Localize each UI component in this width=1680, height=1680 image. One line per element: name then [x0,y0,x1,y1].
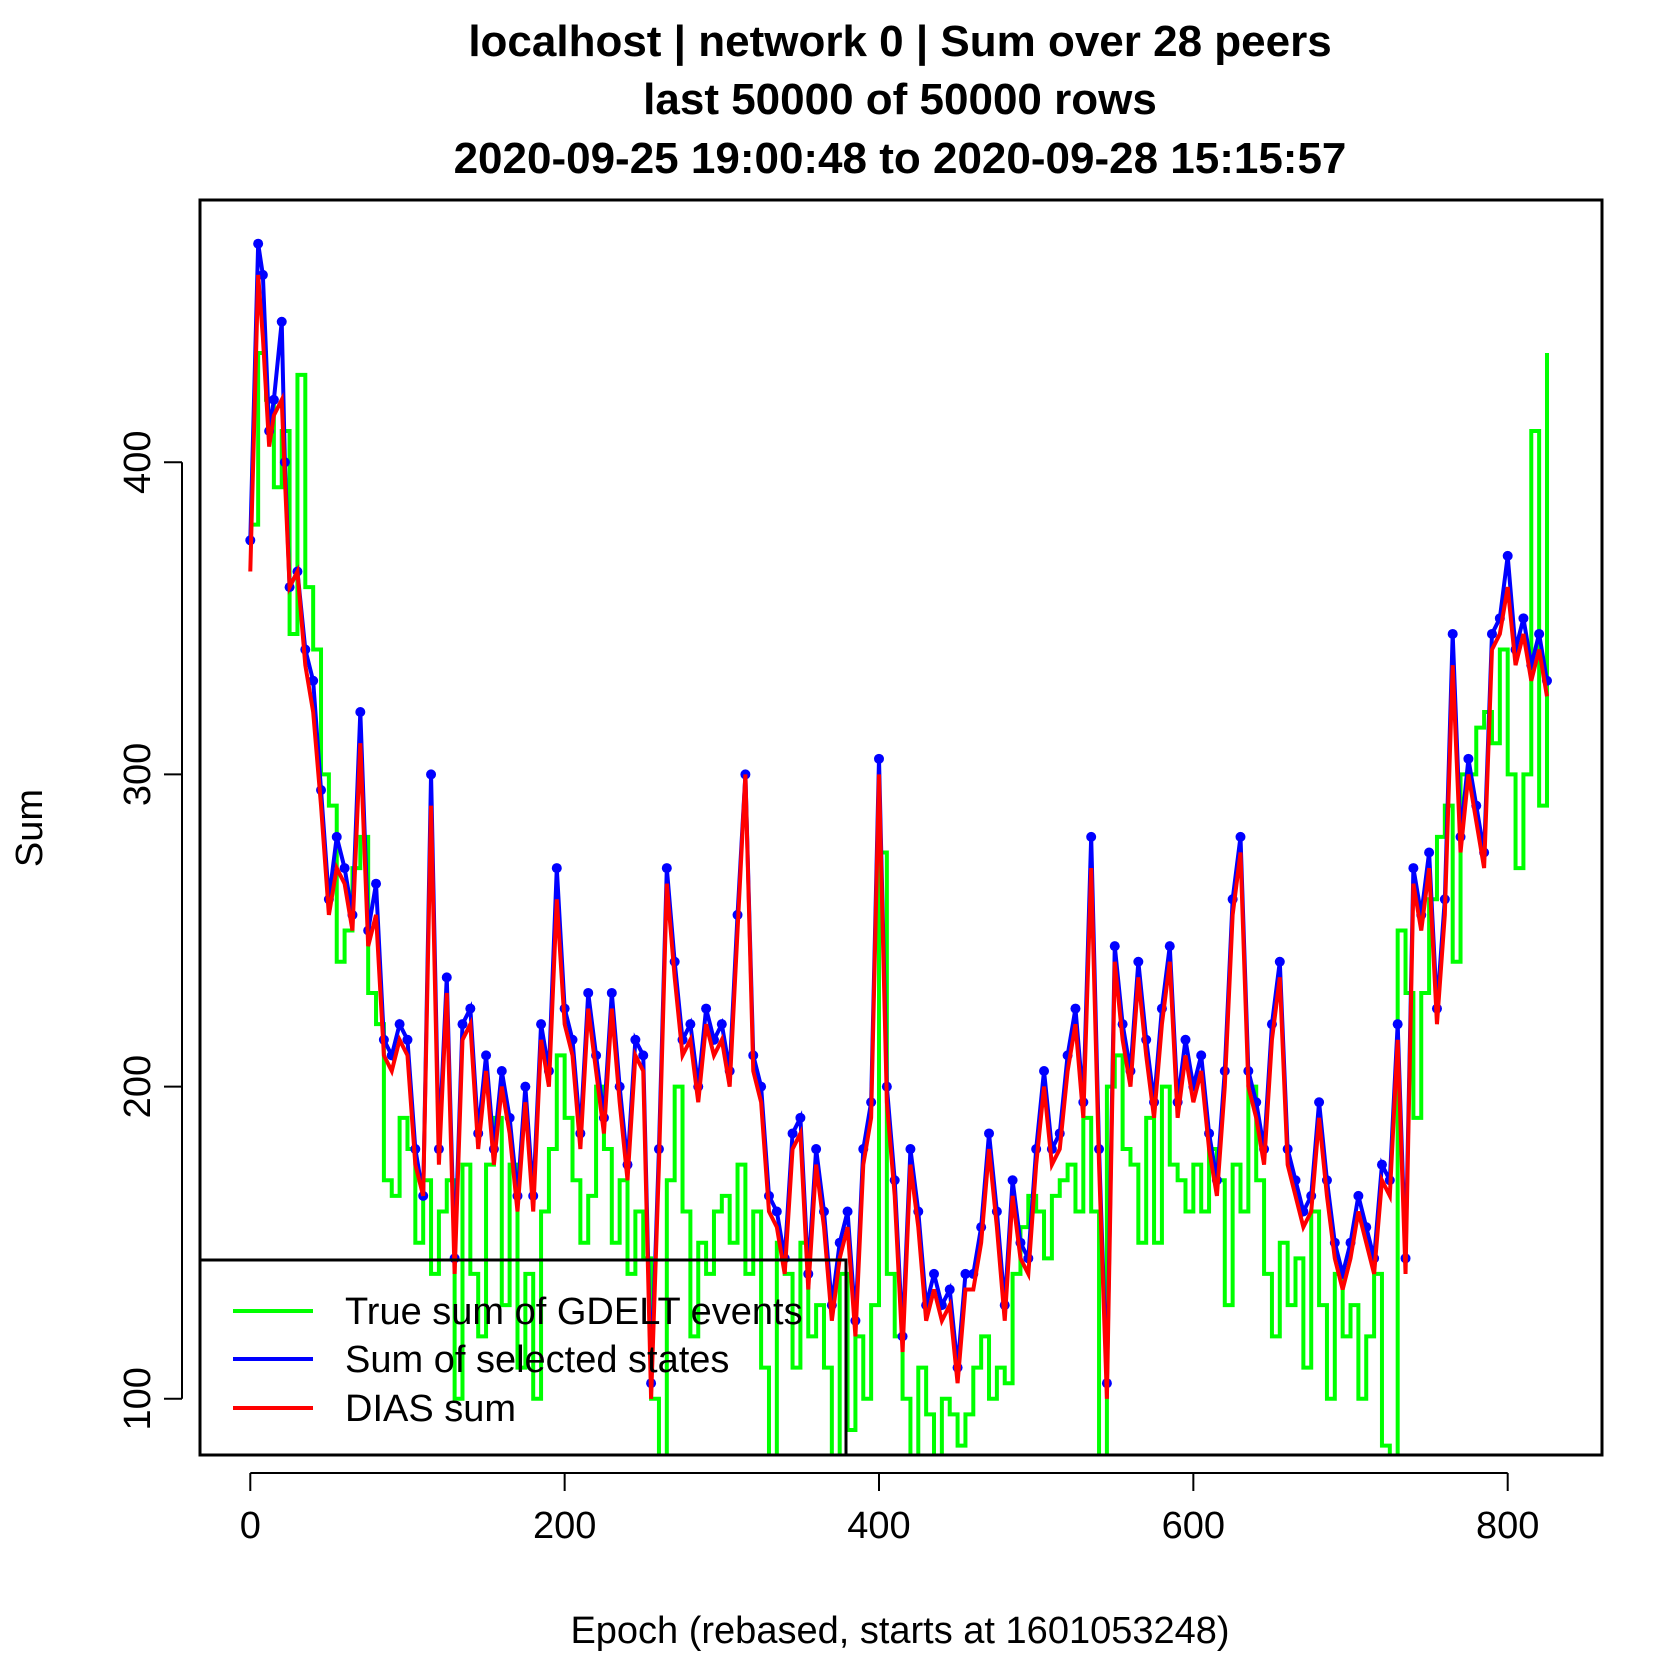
data-point [1133,956,1144,967]
chart-subtitle: last 50000 of 50000 rows [643,75,1157,124]
data-point [630,1034,641,1045]
x-tick-label: 800 [1476,1505,1539,1547]
data-point [1039,1066,1050,1077]
data-point [1274,956,1285,967]
data-point [331,831,342,842]
data-point [1086,831,1097,842]
data-point [1392,1019,1403,1030]
data-point [795,1112,806,1123]
data-point [1070,1003,1081,1014]
data-point [960,1268,971,1279]
data-point [536,1019,547,1030]
data-point [371,878,382,889]
data-point [685,1019,696,1030]
y-tick-label: 300 [117,743,159,806]
data-point [1447,628,1458,639]
data-point [308,675,319,686]
data-point [1376,1159,1387,1170]
data-point [1109,941,1120,952]
x-tick-label: 600 [1162,1505,1225,1547]
legend-box [198,1258,848,1457]
data-point [1463,753,1474,764]
series-2 [248,274,1549,1399]
y-tick-label: 100 [117,1367,159,1430]
data-point [905,1144,916,1155]
data-point [1180,1034,1191,1045]
data-point [268,394,279,405]
data-point [402,1034,413,1045]
chart-date-range: 2020-09-25 19:00:48 to 2020-09-28 15:15:… [454,134,1347,183]
data-point [638,1050,649,1061]
data-point [984,1128,995,1139]
data-point [520,1081,531,1092]
data-point [771,1206,782,1217]
data-point [1486,628,1497,639]
data-point [787,1128,798,1139]
series-line [248,274,1549,1399]
legend-label-dias-sum: DIAS sum [345,1388,516,1430]
data-point [1164,941,1175,952]
data-point [339,863,350,874]
data-point [457,1019,468,1030]
chart-title: localhost | network 0 | Sum over 28 peer… [468,17,1331,67]
data-point [1196,1050,1207,1061]
data-point [811,1144,822,1155]
data-point [929,1268,940,1279]
legend-label-true-sum: True sum of GDELT events [345,1291,803,1333]
x-tick-label: 400 [847,1505,910,1547]
y-axis-label: Sum [9,789,51,867]
data-point [1534,628,1545,639]
data-point [716,1019,727,1030]
plot-frame [198,198,1604,1457]
data-point [1353,1190,1364,1201]
data-point [1314,1097,1325,1108]
data-point [441,972,452,983]
data-point [394,1019,405,1030]
legend-label-selected-states: Sum of selected states [345,1339,729,1381]
data-point [842,1206,853,1217]
y-tick-label: 200 [117,1055,159,1118]
data-point [426,769,437,780]
x-tick-label: 200 [533,1505,596,1547]
data-point [873,753,884,764]
data-point [1424,847,1435,858]
data-point [551,863,562,874]
data-point [465,1003,476,1014]
data-point [1518,613,1529,624]
data-point [496,1066,507,1077]
series-layer [245,238,1552,1455]
data-point [257,269,268,280]
data-point [1502,550,1513,561]
data-point [583,987,594,998]
y-axis: 100 200 300 400 [117,431,183,1431]
x-axis-label: Epoch (rebased, starts at 1601053248) [570,1610,1229,1652]
data-point [1235,831,1246,842]
data-point [253,238,264,249]
legend: True sum of GDELT events Sum of selected… [198,1258,848,1457]
data-point [276,316,287,327]
data-point [355,706,366,717]
y-tick-label: 400 [117,431,159,494]
data-point [701,1003,712,1014]
data-point [481,1050,492,1061]
data-point [1408,863,1419,874]
data-point [606,987,617,998]
data-point [1007,1175,1018,1186]
data-point [944,1284,955,1295]
x-tick-label: 0 [240,1505,261,1547]
data-point [661,863,672,874]
x-axis: 0 200 400 600 800 [240,1472,1539,1547]
